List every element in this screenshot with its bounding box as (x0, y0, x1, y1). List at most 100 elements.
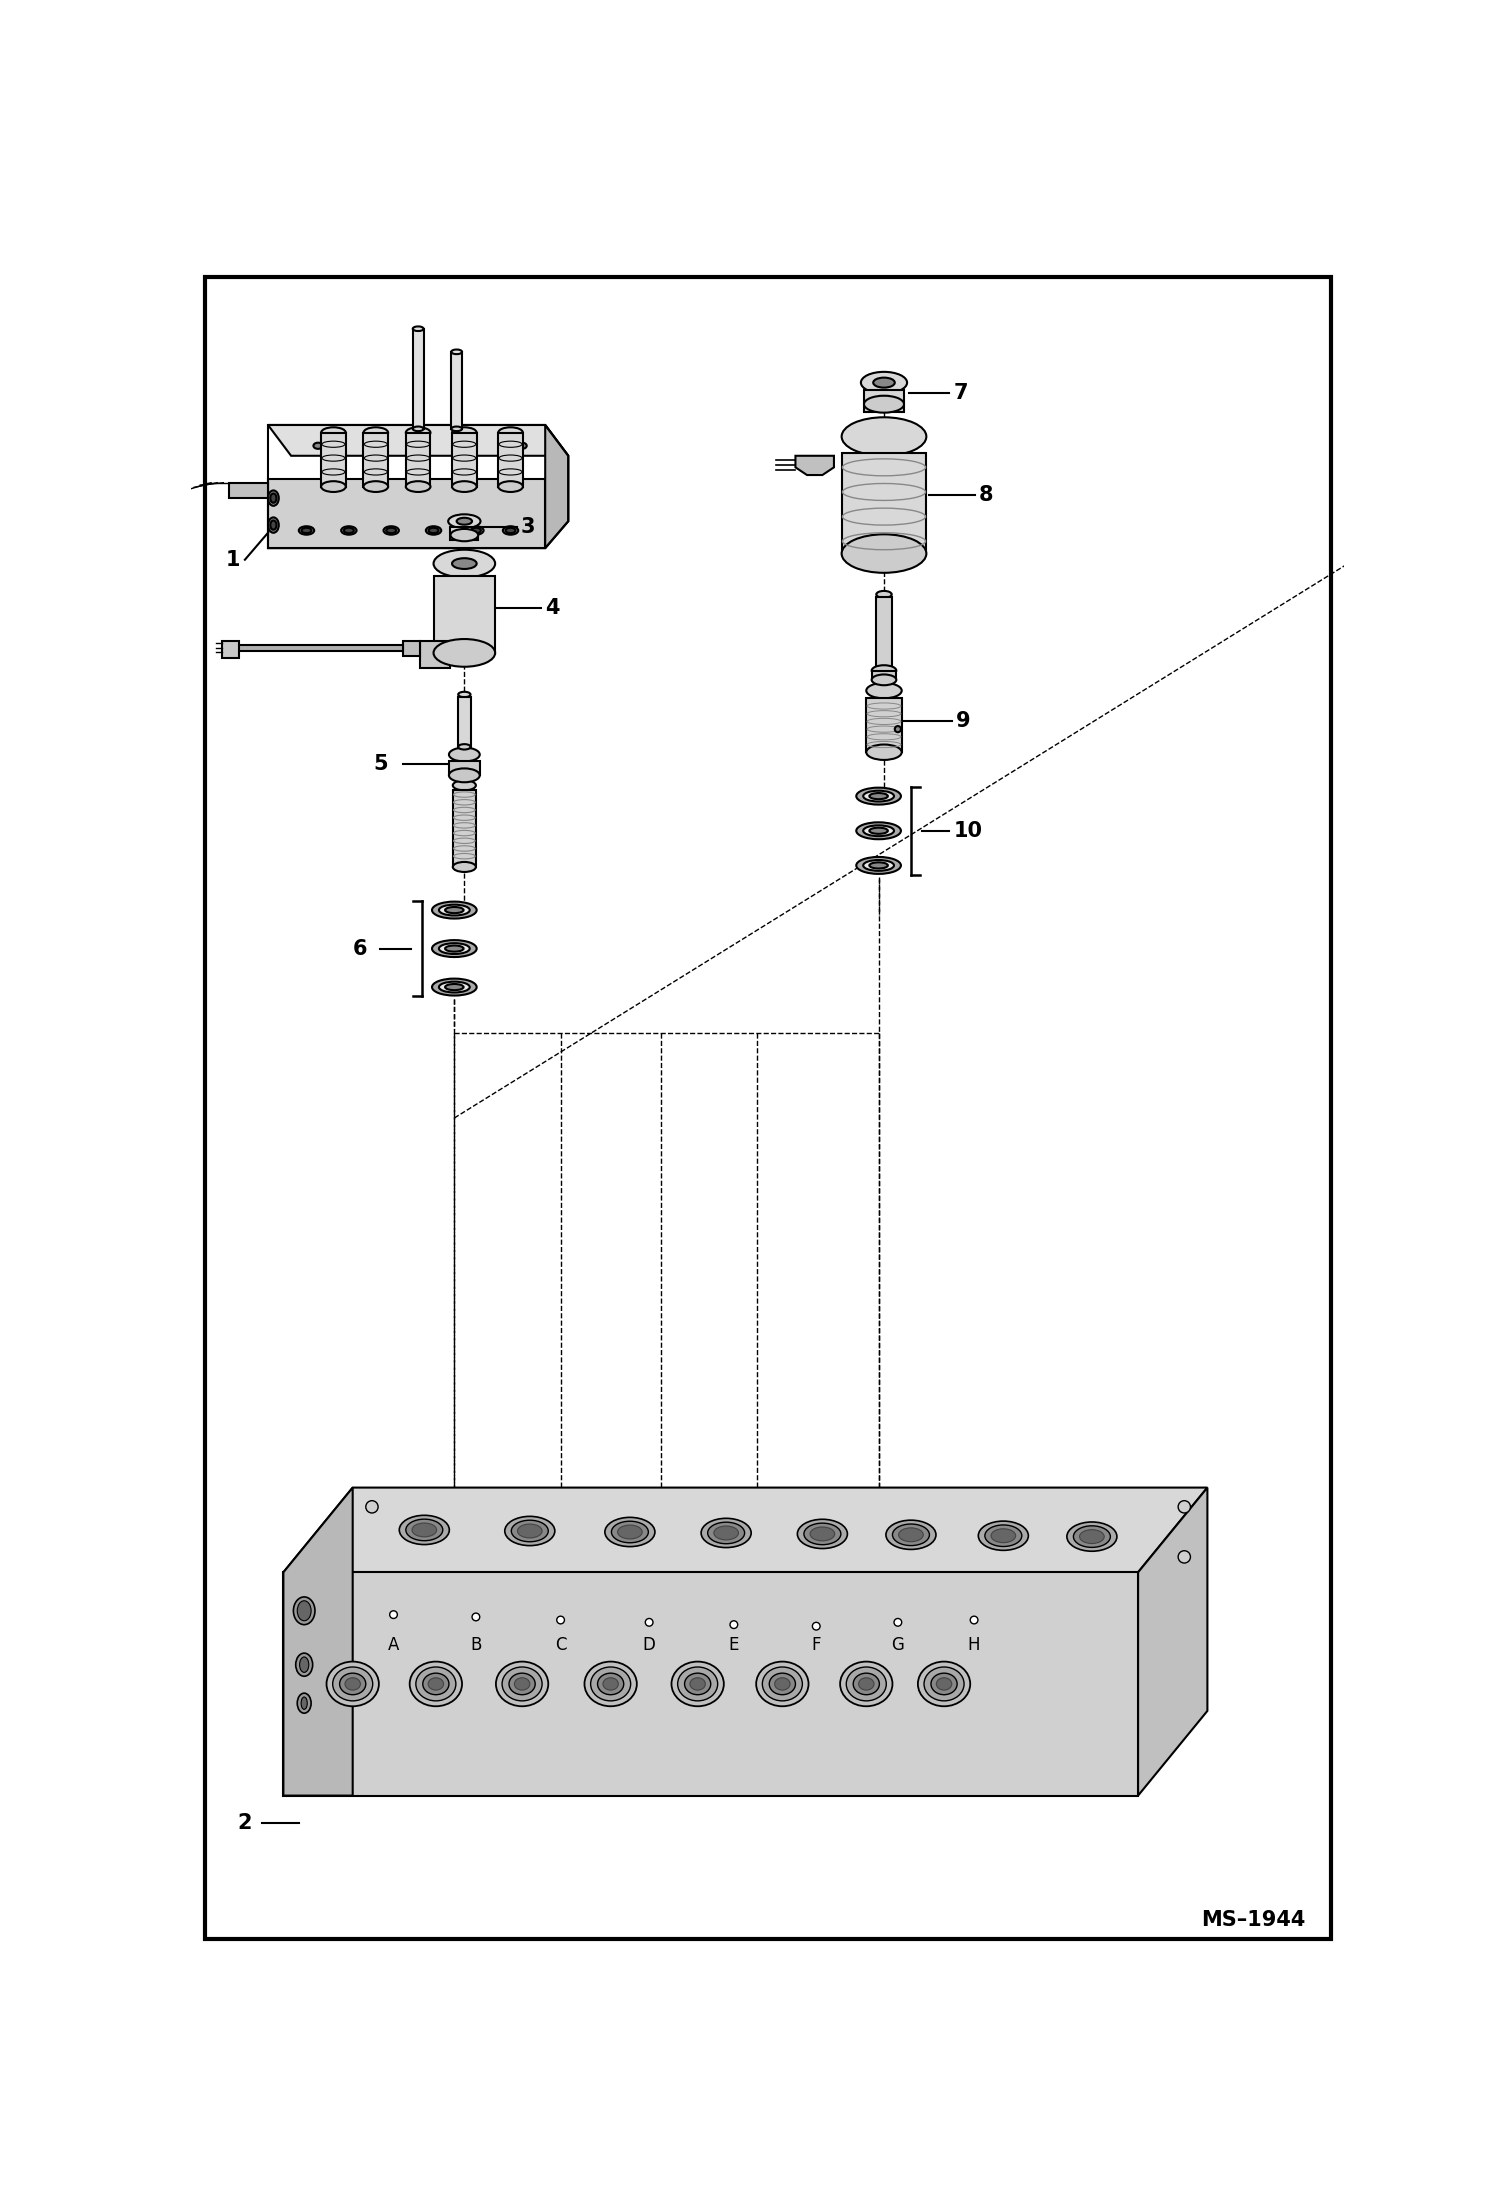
Circle shape (1177, 1551, 1191, 1562)
Ellipse shape (590, 1667, 631, 1700)
Ellipse shape (707, 1523, 745, 1545)
Ellipse shape (872, 665, 896, 676)
Bar (842, 454, 926, 553)
Circle shape (472, 1613, 479, 1621)
Ellipse shape (701, 1518, 750, 1547)
Text: 7: 7 (953, 384, 968, 404)
Text: 2: 2 (237, 1812, 252, 1832)
Text: 8: 8 (978, 485, 993, 505)
Ellipse shape (386, 529, 395, 533)
Ellipse shape (762, 1667, 803, 1700)
Ellipse shape (770, 1674, 795, 1694)
Ellipse shape (671, 1661, 724, 1707)
Ellipse shape (428, 529, 439, 533)
Ellipse shape (342, 527, 357, 535)
Bar (364, 432, 388, 487)
Ellipse shape (840, 1661, 893, 1707)
Ellipse shape (846, 1667, 887, 1700)
Ellipse shape (297, 1602, 312, 1621)
Ellipse shape (930, 1674, 957, 1694)
Text: A: A (388, 1637, 398, 1654)
Ellipse shape (598, 1674, 623, 1694)
Ellipse shape (605, 1518, 655, 1547)
Ellipse shape (869, 862, 888, 869)
Ellipse shape (514, 1678, 530, 1689)
Circle shape (646, 1619, 653, 1626)
Ellipse shape (872, 674, 896, 685)
Ellipse shape (854, 1674, 879, 1694)
Bar (222, 641, 238, 658)
Bar (864, 391, 903, 412)
Ellipse shape (452, 480, 476, 491)
Ellipse shape (333, 1667, 373, 1700)
Polygon shape (403, 641, 419, 656)
Bar (413, 329, 424, 428)
Ellipse shape (425, 527, 442, 535)
Circle shape (1177, 1501, 1191, 1514)
Polygon shape (268, 426, 568, 456)
Bar (866, 698, 902, 753)
Ellipse shape (431, 902, 476, 919)
Ellipse shape (876, 590, 891, 597)
Polygon shape (229, 483, 268, 498)
Ellipse shape (452, 781, 476, 790)
Ellipse shape (691, 1678, 706, 1689)
Ellipse shape (270, 520, 277, 529)
Ellipse shape (428, 1678, 443, 1689)
Ellipse shape (499, 428, 523, 439)
Ellipse shape (866, 682, 902, 698)
Text: 10: 10 (953, 821, 983, 840)
Ellipse shape (439, 943, 470, 954)
Ellipse shape (797, 1518, 848, 1549)
Ellipse shape (756, 1661, 809, 1707)
Ellipse shape (340, 1674, 366, 1694)
Ellipse shape (300, 1656, 309, 1672)
Ellipse shape (1074, 1525, 1110, 1547)
Polygon shape (419, 641, 451, 669)
Ellipse shape (452, 557, 476, 568)
Circle shape (812, 1621, 819, 1630)
Polygon shape (237, 645, 403, 652)
Ellipse shape (431, 939, 476, 957)
Ellipse shape (505, 529, 515, 533)
Ellipse shape (449, 748, 479, 761)
Bar (433, 575, 496, 654)
Ellipse shape (502, 1667, 542, 1700)
Text: H: H (968, 1637, 980, 1654)
Ellipse shape (804, 1523, 840, 1545)
Ellipse shape (1080, 1529, 1104, 1545)
Ellipse shape (810, 1527, 834, 1540)
Ellipse shape (458, 744, 470, 750)
Ellipse shape (449, 768, 479, 783)
Ellipse shape (842, 417, 926, 456)
Bar (499, 432, 523, 487)
Ellipse shape (842, 535, 926, 573)
Ellipse shape (431, 979, 476, 996)
Ellipse shape (885, 1520, 936, 1549)
Ellipse shape (268, 518, 279, 533)
Polygon shape (1138, 1488, 1207, 1795)
Text: 6: 6 (352, 939, 367, 959)
Ellipse shape (412, 1523, 436, 1536)
Ellipse shape (505, 1516, 554, 1545)
Text: E: E (728, 1637, 739, 1654)
Ellipse shape (270, 494, 277, 502)
Ellipse shape (413, 426, 424, 432)
Circle shape (389, 1610, 397, 1619)
Polygon shape (283, 1488, 1207, 1573)
Ellipse shape (470, 529, 481, 533)
Text: D: D (643, 1637, 656, 1654)
Polygon shape (283, 1488, 352, 1795)
Ellipse shape (936, 1678, 951, 1689)
Circle shape (894, 1619, 902, 1626)
Text: B: B (470, 1637, 481, 1654)
Bar (452, 790, 476, 867)
Ellipse shape (345, 1678, 361, 1689)
Ellipse shape (400, 1516, 449, 1545)
Polygon shape (545, 426, 568, 548)
Ellipse shape (313, 443, 322, 450)
Ellipse shape (451, 529, 478, 542)
Ellipse shape (715, 1527, 739, 1540)
Ellipse shape (433, 551, 496, 577)
Ellipse shape (602, 1678, 619, 1689)
